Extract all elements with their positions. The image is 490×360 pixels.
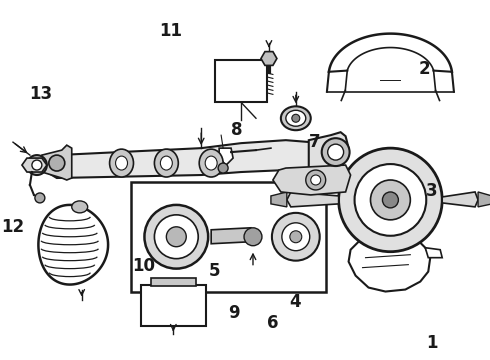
Bar <box>131 182 326 292</box>
Bar <box>151 278 196 285</box>
Ellipse shape <box>154 149 178 177</box>
Text: 10: 10 <box>132 257 155 275</box>
Ellipse shape <box>218 163 228 173</box>
Polygon shape <box>219 148 233 165</box>
Text: 11: 11 <box>159 22 182 40</box>
Ellipse shape <box>383 192 398 208</box>
Ellipse shape <box>290 231 302 243</box>
Polygon shape <box>42 140 321 178</box>
Text: 13: 13 <box>29 85 52 103</box>
Text: 7: 7 <box>309 133 320 151</box>
Ellipse shape <box>306 170 326 190</box>
Text: 12: 12 <box>1 217 24 235</box>
Ellipse shape <box>116 156 127 170</box>
Polygon shape <box>271 192 287 207</box>
Ellipse shape <box>27 155 47 175</box>
Ellipse shape <box>110 149 133 177</box>
Ellipse shape <box>154 215 198 259</box>
Polygon shape <box>478 192 490 207</box>
Ellipse shape <box>72 201 88 213</box>
Ellipse shape <box>199 149 223 177</box>
Text: 9: 9 <box>228 303 240 321</box>
Bar <box>215 60 267 102</box>
Text: 2: 2 <box>418 60 430 78</box>
Ellipse shape <box>355 164 426 236</box>
Polygon shape <box>442 192 478 207</box>
Polygon shape <box>261 51 277 66</box>
Text: 4: 4 <box>289 293 301 311</box>
Text: 5: 5 <box>209 262 220 280</box>
Ellipse shape <box>281 106 311 130</box>
Ellipse shape <box>160 156 172 170</box>
Text: 1: 1 <box>426 334 437 352</box>
Ellipse shape <box>322 138 349 166</box>
Ellipse shape <box>145 205 208 269</box>
Ellipse shape <box>328 144 343 160</box>
Text: 3: 3 <box>426 182 437 200</box>
Ellipse shape <box>311 175 321 185</box>
Polygon shape <box>38 205 108 284</box>
Ellipse shape <box>32 160 42 170</box>
Bar <box>142 284 206 327</box>
Polygon shape <box>211 228 253 244</box>
Ellipse shape <box>35 193 45 203</box>
Ellipse shape <box>286 110 306 126</box>
Ellipse shape <box>166 227 186 247</box>
Ellipse shape <box>244 228 262 246</box>
Ellipse shape <box>370 180 410 220</box>
Text: 6: 6 <box>267 314 279 332</box>
Text: 8: 8 <box>230 121 242 139</box>
Ellipse shape <box>205 156 217 170</box>
Ellipse shape <box>339 148 442 252</box>
Polygon shape <box>42 145 72 180</box>
Ellipse shape <box>49 155 65 171</box>
Polygon shape <box>348 232 430 292</box>
Polygon shape <box>273 165 350 195</box>
Ellipse shape <box>272 213 319 261</box>
Polygon shape <box>425 248 442 258</box>
Ellipse shape <box>292 114 300 122</box>
Ellipse shape <box>282 223 310 251</box>
Polygon shape <box>22 158 47 172</box>
Polygon shape <box>287 192 339 207</box>
Polygon shape <box>309 132 348 170</box>
